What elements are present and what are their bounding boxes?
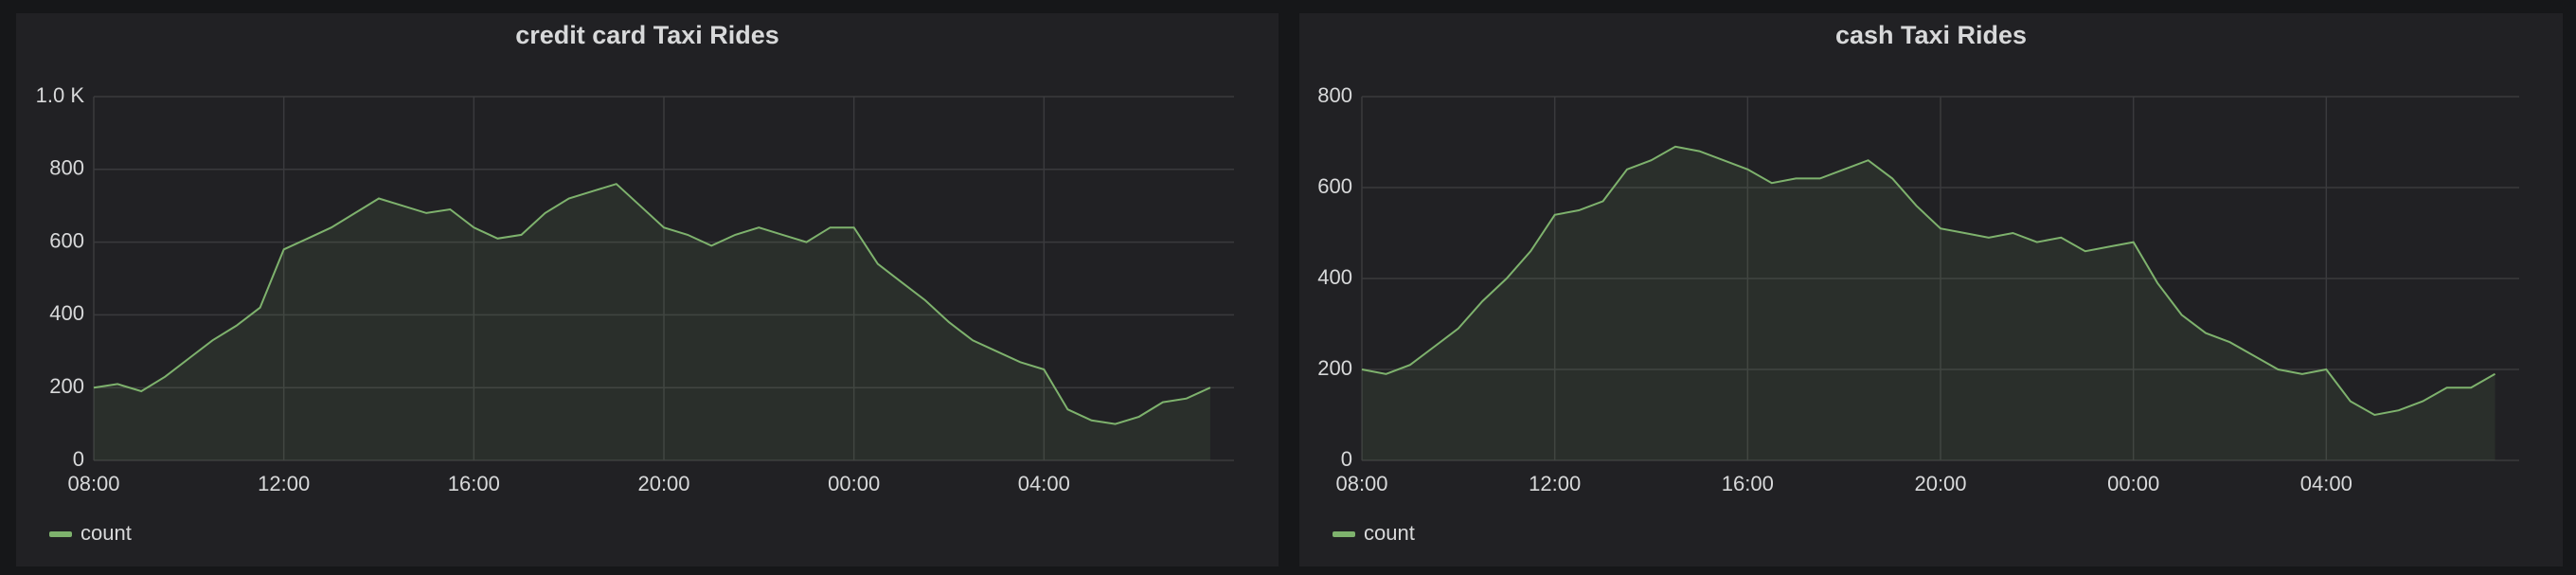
x-tick-label: 20:00 (637, 472, 689, 495)
legend-label: count (1364, 521, 1415, 545)
panel (16, 13, 1279, 566)
x-tick-label: 00:00 (828, 472, 880, 495)
x-tick-label: 20:00 (1914, 472, 1966, 495)
y-tick-label: 600 (1317, 174, 1352, 198)
legend-swatch (1333, 531, 1355, 537)
panel (1299, 13, 2563, 566)
y-tick-label: 600 (49, 228, 84, 252)
y-tick-label: 200 (1317, 356, 1352, 380)
x-tick-label: 08:00 (67, 472, 119, 495)
x-tick-label: 12:00 (1529, 472, 1581, 495)
panel-title: credit card Taxi Rides (515, 21, 779, 49)
x-tick-label: 16:00 (448, 472, 500, 495)
y-tick-label: 800 (1317, 83, 1352, 107)
y-tick-label: 400 (1317, 265, 1352, 289)
y-tick-label: 400 (49, 301, 84, 325)
x-tick-label: 16:00 (1722, 472, 1774, 495)
legend-swatch (49, 531, 72, 537)
area (1362, 146, 2496, 461)
x-tick-label: 04:00 (2300, 472, 2352, 495)
x-tick-label: 00:00 (2107, 472, 2159, 495)
y-tick-label: 800 (49, 156, 84, 180)
x-tick-label: 12:00 (258, 472, 310, 495)
y-tick-label: 1.0 K (36, 83, 85, 107)
area (94, 184, 1210, 460)
y-tick-label: 200 (49, 374, 84, 398)
y-tick-label: 0 (1341, 447, 1352, 471)
x-tick-label: 08:00 (1335, 472, 1387, 495)
line (1361, 145, 2496, 417)
y-tick-label: 0 (73, 447, 84, 471)
x-tick-label: 04:00 (1018, 472, 1070, 495)
panel-title: cash Taxi Rides (1835, 21, 2027, 49)
legend-label: count (80, 521, 132, 545)
line (93, 183, 1211, 425)
